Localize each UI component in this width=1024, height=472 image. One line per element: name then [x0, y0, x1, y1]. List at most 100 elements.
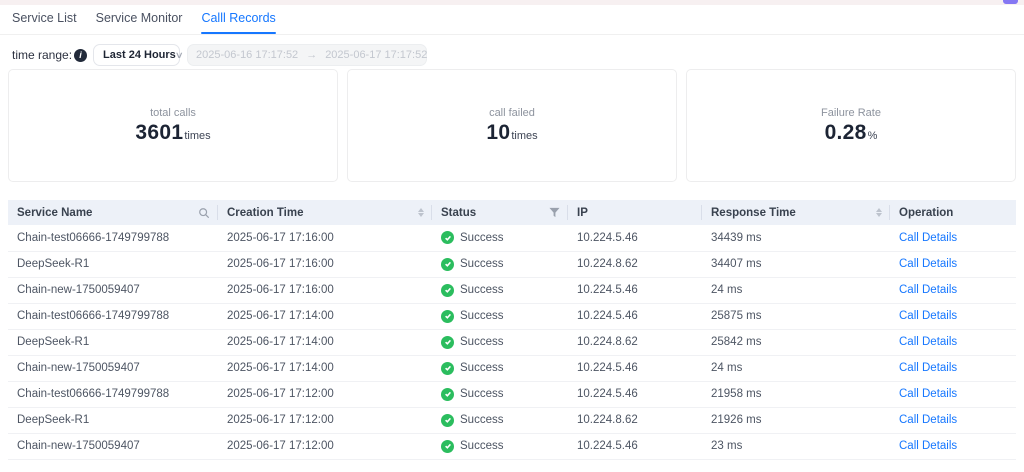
cell-operation: Call Details: [890, 407, 1016, 434]
success-check-icon: [441, 413, 454, 427]
status-label: Success: [460, 258, 504, 270]
cell-response-time: 21958 ms: [702, 381, 890, 408]
call-details-link[interactable]: Call Details: [899, 310, 958, 322]
cell-service-name: Chain-test06666-1749799788: [8, 381, 218, 408]
cell-service-name: DeepSeek-R1: [8, 329, 218, 356]
range-arrow-icon: →: [306, 49, 318, 61]
cell-service-name: Chain-new-1750059407: [8, 355, 218, 382]
success-check-icon: [441, 361, 454, 375]
success-check-icon: [441, 387, 454, 401]
stat-unit: times: [184, 129, 211, 142]
cell-creation-time: 2025-06-17 17:14:00: [218, 355, 432, 382]
cell-response-time: 34407 ms: [702, 251, 890, 278]
col-header-creation-time[interactable]: Creation Time: [218, 200, 432, 225]
cell-response-time: 23 ms: [702, 433, 890, 460]
cell-response-time: 24 ms: [702, 355, 890, 382]
call-records-table: Service Name Creation Time Status: [8, 200, 1016, 460]
call-details-link[interactable]: Call Details: [899, 362, 958, 374]
cell-operation: Call Details: [890, 381, 1016, 408]
range-start-value: 2025-06-16 17:17:52: [196, 49, 299, 61]
cell-status: Success: [432, 433, 568, 460]
table-row: DeepSeek-R1 2025-06-17 17:14:00 Success …: [8, 329, 1016, 356]
status-label: Success: [460, 310, 504, 322]
filter-icon[interactable]: [549, 207, 560, 218]
stat-value: 3601: [135, 120, 184, 144]
stat-card-call-failed: call failed 10 times: [347, 69, 677, 182]
status-label: Success: [460, 336, 504, 348]
call-details-link[interactable]: Call Details: [899, 388, 958, 400]
cell-service-name: Chain-new-1750059407: [8, 433, 218, 460]
cell-service-name: Chain-new-1750059407: [8, 277, 218, 304]
call-details-link[interactable]: Call Details: [899, 258, 958, 270]
cell-service-name: Chain-test06666-1749799788: [8, 303, 218, 330]
table-row: Chain-test06666-1749799788 2025-06-17 17…: [8, 303, 1016, 330]
success-check-icon: [441, 309, 454, 323]
call-details-link[interactable]: Call Details: [899, 440, 958, 452]
cell-response-time: 25842 ms: [702, 329, 890, 356]
success-check-icon: [441, 335, 454, 349]
success-check-icon: [441, 231, 454, 245]
call-details-link[interactable]: Call Details: [899, 414, 958, 426]
cell-status: Success: [432, 251, 568, 278]
status-label: Success: [460, 388, 504, 400]
stat-unit: %: [867, 129, 878, 142]
cell-status: Success: [432, 303, 568, 330]
sort-icon[interactable]: [876, 208, 882, 217]
tab-service-list[interactable]: Service List: [12, 11, 77, 25]
cell-creation-time: 2025-06-17 17:14:00: [218, 303, 432, 330]
col-label: Service Name: [17, 206, 93, 219]
search-icon[interactable]: [198, 207, 210, 219]
call-details-link[interactable]: Call Details: [899, 336, 958, 348]
date-range-picker[interactable]: 2025-06-16 17:17:52 → 2025-06-17 17:17:5…: [187, 44, 427, 66]
cell-creation-time: 2025-06-17 17:16:00: [218, 251, 432, 278]
col-label: Operation: [899, 206, 954, 219]
cell-response-time: 21926 ms: [702, 407, 890, 434]
sort-icon[interactable]: [418, 208, 424, 217]
call-details-link[interactable]: Call Details: [899, 284, 958, 296]
tab-service-monitor[interactable]: Service Monitor: [95, 11, 183, 25]
cell-status: Success: [432, 225, 568, 252]
cell-creation-time: 2025-06-17 17:14:00: [218, 329, 432, 356]
filter-row: time range: i Last 24 Hours ∨ 2025-06-16…: [12, 44, 1024, 66]
call-details-link[interactable]: Call Details: [899, 231, 958, 244]
status-label: Success: [460, 231, 504, 244]
cell-creation-time: 2025-06-17 17:12:00: [218, 381, 432, 408]
table-row: Chain-new-1750059407 2025-06-17 17:14:00…: [8, 355, 1016, 382]
cell-ip: 10.224.5.46: [568, 303, 702, 330]
col-header-service-name: Service Name: [8, 200, 218, 225]
col-header-response-time[interactable]: Response Time: [702, 200, 890, 225]
col-label: Status: [441, 206, 477, 219]
tab-call-records[interactable]: Calll Records: [201, 5, 277, 34]
table-row: Chain-test06666-1749799788 2025-06-17 17…: [8, 381, 1016, 408]
cell-status: Success: [432, 277, 568, 304]
cell-creation-time: 2025-06-17 17:12:00: [218, 407, 432, 434]
cell-creation-time: 2025-06-17 17:12:00: [218, 433, 432, 460]
status-label: Success: [460, 440, 504, 452]
chevron-down-icon: ∨: [174, 49, 184, 60]
cell-response-time: 34439 ms: [702, 225, 890, 252]
cell-service-name: Chain-test06666-1749799788: [8, 225, 218, 252]
stat-cards: total calls 3601 times call failed 10 ti…: [8, 69, 1016, 182]
table-header-row: Service Name Creation Time Status: [8, 200, 1016, 225]
col-label: IP: [577, 206, 588, 219]
stat-unit: times: [511, 129, 538, 142]
table-body: Chain-test06666-1749799788 2025-06-17 17…: [8, 225, 1016, 460]
cell-status: Success: [432, 329, 568, 356]
info-icon[interactable]: i: [74, 48, 88, 62]
cell-status: Success: [432, 355, 568, 382]
cell-status: Success: [432, 407, 568, 434]
cell-operation: Call Details: [890, 355, 1016, 382]
success-check-icon: [441, 283, 454, 297]
stat-card-failure-rate: Failure Rate 0.28 %: [686, 69, 1016, 182]
cell-creation-time: 2025-06-17 17:16:00: [218, 277, 432, 304]
success-check-icon: [441, 257, 454, 271]
cell-ip: 10.224.5.46: [568, 433, 702, 460]
cell-creation-time: 2025-06-17 17:16:00: [218, 225, 432, 252]
cell-response-time: 24 ms: [702, 277, 890, 304]
cell-operation: Call Details: [890, 303, 1016, 330]
time-range-select[interactable]: Last 24 Hours ∨: [93, 44, 184, 66]
cell-ip: 10.224.8.62: [568, 251, 702, 278]
table-row: Chain-new-1750059407 2025-06-17 17:12:00…: [8, 433, 1016, 460]
range-end-value: 2025-06-17 17:17:52: [325, 49, 428, 61]
cell-ip: 10.224.8.62: [568, 407, 702, 434]
